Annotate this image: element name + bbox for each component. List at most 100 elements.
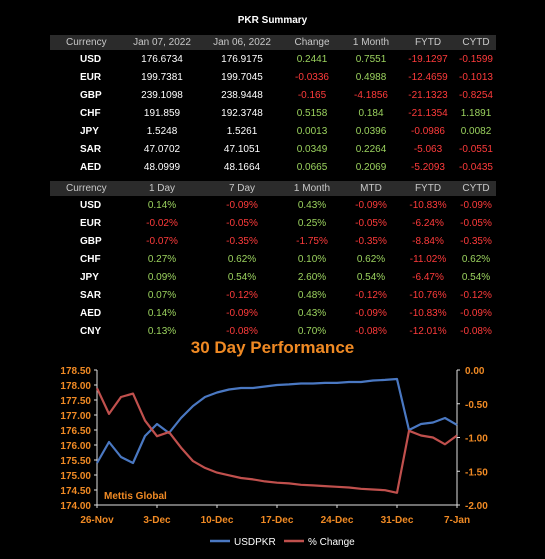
currency-code: CNY bbox=[80, 179, 102, 191]
table-cell: -0.8254 bbox=[459, 89, 493, 101]
column-header: Change bbox=[294, 37, 330, 48]
table-cell: -0.0212 bbox=[459, 179, 493, 191]
table-cell: -0.0435 bbox=[459, 161, 493, 173]
table-cell: -0.05% bbox=[226, 217, 258, 229]
table-cell: 0.14% bbox=[147, 307, 177, 319]
currency-code: SAR bbox=[80, 143, 102, 155]
table-cell: 0.0082 bbox=[460, 125, 492, 137]
table-row: EUR -0.02% -0.05% 0.25% -0.05% -6.24% -0.05% bbox=[50, 214, 496, 232]
table-cell: 0.54% bbox=[461, 271, 491, 283]
table-cell: -12.4659 bbox=[408, 71, 448, 83]
y-left-tick-label: 175.00 bbox=[60, 471, 91, 482]
currency-code: CNY bbox=[80, 325, 102, 337]
table-cell: -0.09% bbox=[355, 199, 387, 211]
table-cell: 47.1051 bbox=[223, 143, 261, 155]
table-cell: 0.14% bbox=[147, 199, 177, 211]
table-cell: -0.08% bbox=[460, 325, 492, 337]
table-cell: -0.35% bbox=[355, 235, 387, 247]
table-cell: 0.54% bbox=[227, 271, 257, 283]
performance-table-body: USD 0.14% -0.09% 0.43% -0.09% -10.83% -0.09% EU… bbox=[50, 196, 496, 340]
x-tick-label: 31-Dec bbox=[381, 515, 414, 526]
table-cell: -0.0986 bbox=[411, 125, 445, 137]
legend-label: % Change bbox=[308, 537, 355, 548]
table-cell: 0.2441 bbox=[296, 53, 328, 65]
summary-title: PKR Summary bbox=[237, 15, 308, 26]
rates-table-body: USD 176.6734 176.9175 0.2441 0.7551 -19.1297-… bbox=[50, 50, 496, 194]
table-cell: 0.70% bbox=[297, 325, 327, 337]
column-header: 1 Day bbox=[148, 183, 176, 194]
table-row: JPY 1.5248 1.5261 0.0013 0.0396 -0.0986 0.0082 bbox=[50, 122, 496, 140]
currency-code: CHF bbox=[80, 253, 101, 265]
table-cell: -0.12% bbox=[355, 289, 387, 301]
table-cell: 238.9448 bbox=[221, 89, 263, 101]
table-row: SAR 0.07% -0.12% 0.48% -0.12% -10.76% -0.12% bbox=[50, 286, 496, 304]
y-left-tick-label: 174.00 bbox=[60, 501, 91, 512]
table-cell: -11.02% bbox=[409, 253, 447, 265]
legend-label: USDPKR bbox=[234, 537, 276, 548]
column-header: Currency bbox=[66, 37, 107, 48]
currency-code: JPY bbox=[80, 271, 99, 283]
table-cell: -0.1599 bbox=[459, 53, 493, 65]
table-cell: 176.9175 bbox=[221, 53, 263, 65]
table-cell: 0.09% bbox=[147, 271, 177, 283]
table-cell: 0.07% bbox=[147, 289, 177, 301]
rates-table: Currency Jan 07, 2022 Jan 06, 2022 Change 1 … bbox=[50, 35, 496, 194]
table-cell: 0.7551 bbox=[355, 53, 387, 65]
y-right-tick-label: 0.00 bbox=[465, 366, 485, 377]
x-tick-label: 26-Nov bbox=[80, 515, 114, 526]
table-cell: 0.2264 bbox=[355, 143, 387, 155]
table-cell: 0.1945 bbox=[355, 179, 387, 191]
x-tick-label: 7-Jan bbox=[444, 515, 470, 526]
table-cell: -5.063 bbox=[413, 143, 443, 155]
table-cell: -19.1297 bbox=[408, 53, 448, 65]
table-cell: 0.62% bbox=[227, 253, 257, 265]
table-cell: 0.48% bbox=[297, 289, 327, 301]
table-cell: 0.0013 bbox=[296, 125, 328, 137]
x-tick-label: 24-Dec bbox=[321, 515, 354, 526]
table-cell: 48.0999 bbox=[143, 161, 181, 173]
table-cell: -0.0336 bbox=[295, 71, 329, 83]
currency-code: EUR bbox=[80, 71, 102, 83]
column-header: Jan 07, 2022 bbox=[133, 37, 191, 48]
column-header: 1 Month bbox=[293, 183, 331, 194]
currency-code: AED bbox=[80, 161, 102, 173]
watermark-label: Mettis Global bbox=[104, 491, 167, 502]
table-row: CHF 191.859 192.3748 0.5158 0.184 -21.1354 1.1… bbox=[50, 104, 496, 122]
table-cell: 0.43% bbox=[297, 307, 327, 319]
y-left-tick-label: 174.50 bbox=[60, 486, 91, 497]
currency-code: USD bbox=[80, 199, 102, 211]
column-header: FYTD bbox=[414, 183, 442, 194]
table-cell: -0.165 bbox=[297, 89, 327, 101]
column-header: 1 Month bbox=[352, 37, 390, 48]
y-left-tick-label: 178.00 bbox=[60, 381, 91, 392]
table-cell: 27.7542 bbox=[223, 179, 261, 191]
table-cell: -8.84% bbox=[412, 235, 444, 247]
table-row: USD 176.6734 176.9175 0.2441 0.7551 -19.1297-… bbox=[50, 50, 496, 68]
table-cell: -0.05% bbox=[355, 217, 387, 229]
table-cell: -6.24% bbox=[412, 217, 444, 229]
x-tick-label: 17-Dec bbox=[261, 515, 294, 526]
table-cell: 47.0702 bbox=[143, 143, 181, 155]
table-cell: 0.62% bbox=[356, 253, 386, 265]
table-cell: -0.09% bbox=[226, 199, 258, 211]
table-cell: -0.02% bbox=[146, 217, 178, 229]
table-cell: 48.1664 bbox=[223, 161, 261, 173]
table-cell: -21.1323 bbox=[408, 89, 448, 101]
table-cell: -5.2093 bbox=[411, 161, 445, 173]
chart-title: 30 Day Performance bbox=[190, 338, 355, 357]
table-cell: -1.75% bbox=[296, 235, 328, 247]
table-cell: -12.01% bbox=[409, 325, 447, 337]
x-tick-label: 10-Dec bbox=[201, 515, 234, 526]
table-cell: -0.08% bbox=[226, 325, 258, 337]
performance-table: Currency 1 Day 7 Day 1 Month MTD FYTD CYTD USD… bbox=[50, 181, 496, 340]
table-cell: 0.184 bbox=[358, 107, 384, 119]
table-row: CHF 0.27% 0.62% 0.10% 0.62% -11.02% 0.62% bbox=[50, 250, 496, 268]
y-right-tick-label: -2.00 bbox=[465, 501, 488, 512]
y-right-tick-label: -1.00 bbox=[465, 434, 488, 445]
table-row: CNY 27.7191 27.7542 0.0351 0.1945 -3.3281 -0.0… bbox=[50, 176, 496, 194]
currency-code: SAR bbox=[80, 289, 102, 301]
table-cell: 2.60% bbox=[297, 271, 327, 283]
table-cell: 192.3748 bbox=[221, 107, 263, 119]
table-cell: 0.4988 bbox=[355, 71, 387, 83]
y-right-tick-label: -1.50 bbox=[465, 467, 488, 478]
